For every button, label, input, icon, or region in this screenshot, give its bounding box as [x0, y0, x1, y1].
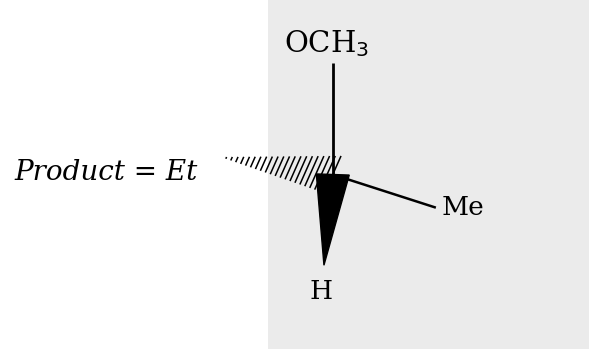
Text: Product = Et: Product = Et	[15, 159, 198, 186]
Text: Me: Me	[442, 195, 485, 220]
Text: H: H	[309, 279, 333, 304]
Bar	[268, 0, 589, 349]
Polygon shape	[316, 174, 349, 265]
Text: OCH$_3$: OCH$_3$	[284, 29, 369, 59]
